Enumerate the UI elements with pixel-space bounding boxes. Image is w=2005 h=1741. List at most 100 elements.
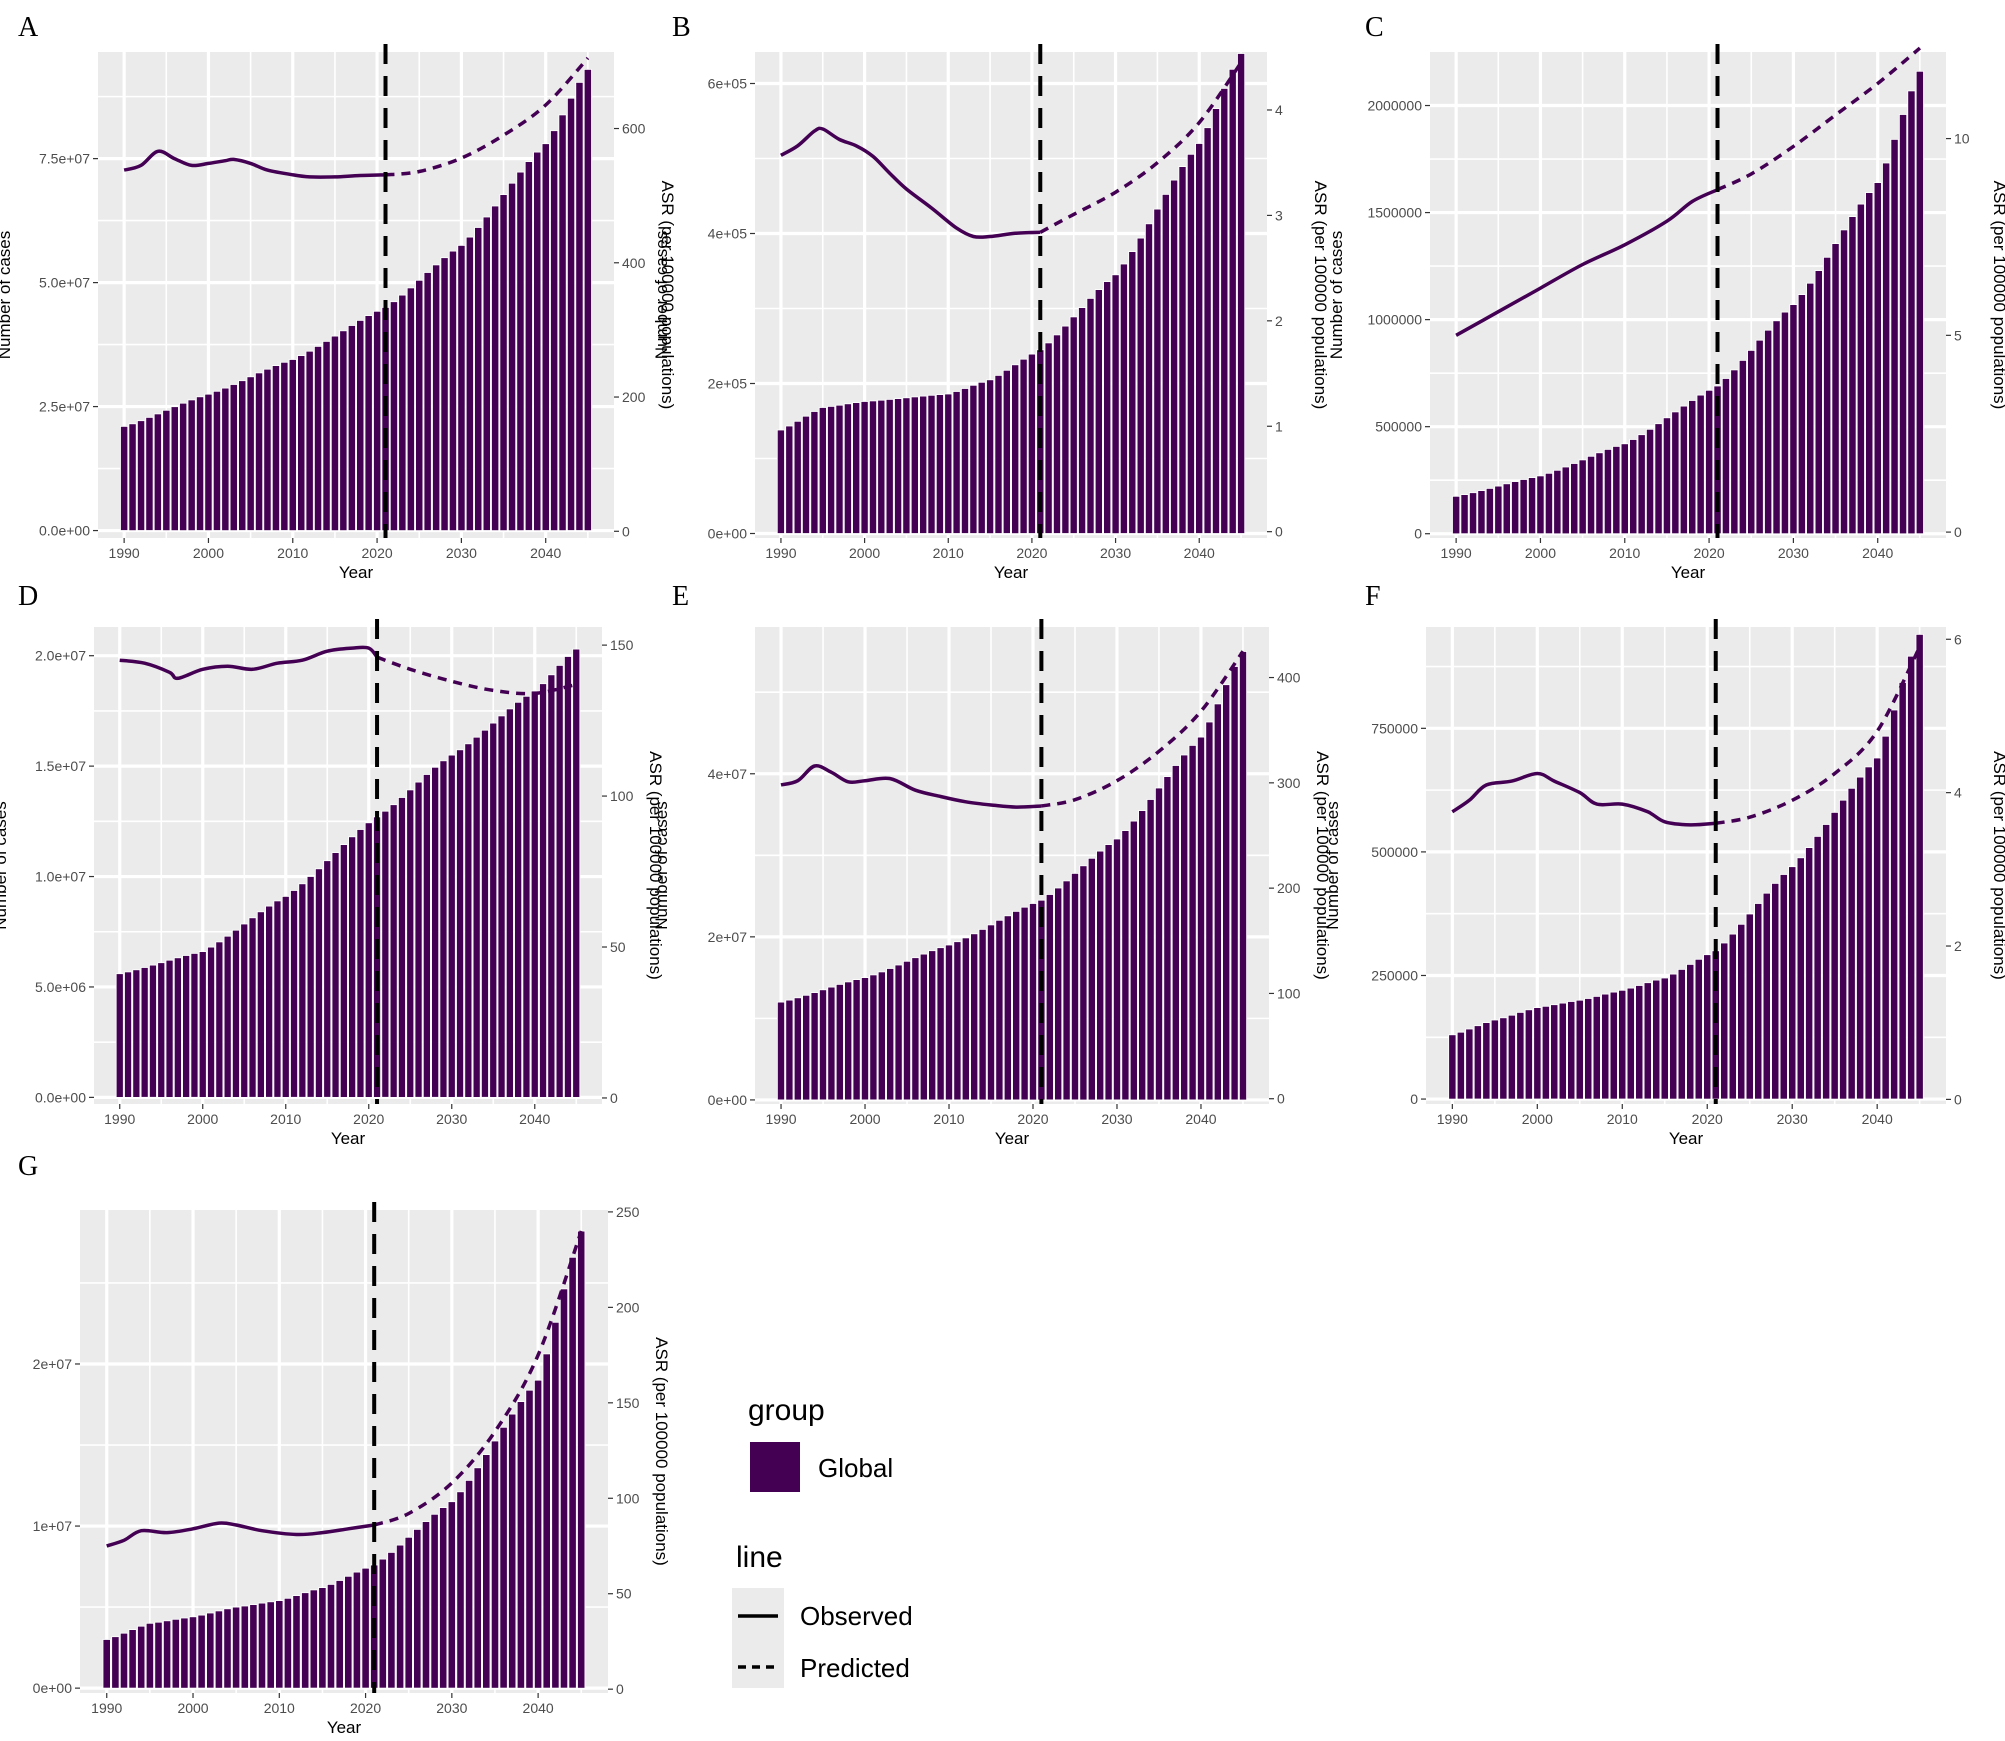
bar-a-2044: [575, 82, 584, 531]
bar-e-2040: [1197, 736, 1206, 1101]
bar-f-1993: [1473, 1025, 1482, 1100]
bar-e-2018: [1012, 911, 1021, 1101]
bar-f-2003: [1558, 1002, 1567, 1100]
bar-e-2015: [987, 924, 996, 1101]
y-axis-title-d: Number of cases: [0, 801, 10, 930]
bar-d-1990: [115, 973, 124, 1098]
y2-tick-label-b: 2: [1275, 313, 1283, 329]
bar-e-1990: [777, 1001, 786, 1101]
bar-b-1995: [818, 407, 827, 534]
x-tick-label-a: 2010: [277, 545, 308, 561]
bar-c-2033: [1814, 270, 1823, 535]
y2-tick-label-e: 300: [1277, 775, 1301, 791]
bar-g-2036: [499, 1426, 508, 1689]
bar-f-1994: [1482, 1022, 1491, 1100]
y-tick-label-d: 1.0e+07: [35, 869, 86, 885]
bar-e-2044: [1230, 666, 1239, 1101]
bar-d-2011: [290, 890, 298, 1098]
bar-g-2028: [430, 1513, 439, 1689]
bar-d-2040: [530, 690, 539, 1098]
bar-g-2005: [231, 1606, 241, 1689]
bar-a-2037: [516, 171, 525, 532]
y2-tick-label-b: 1: [1275, 418, 1283, 434]
bar-g-2027: [421, 1521, 431, 1689]
bar-g-2043: [559, 1288, 569, 1689]
bar-b-2010: [944, 393, 953, 534]
bar-g-2034: [482, 1454, 491, 1689]
legend: group Global line Observed Predicted: [732, 1394, 913, 1688]
x-tick-label-c: 2020: [1694, 545, 1725, 561]
bar-d-2022: [381, 810, 390, 1098]
bar-c-1993: [1477, 490, 1486, 535]
bar-a-2016: [339, 330, 348, 531]
bar-a-2012: [305, 350, 314, 531]
bar-a-2002: [221, 387, 230, 532]
bar-e-2020: [1029, 903, 1038, 1101]
bar-g-2017: [335, 1580, 344, 1689]
bar-b-2034: [1145, 223, 1154, 534]
bar-a-2015: [330, 335, 339, 532]
bar-d-2006: [248, 917, 257, 1098]
bar-g-2026: [413, 1529, 422, 1689]
bar-d-2035: [489, 722, 498, 1098]
asr-predicted-line-a: [385, 56, 590, 177]
bar-e-2006: [911, 957, 920, 1101]
bar-e-2019: [1020, 906, 1029, 1101]
bar-f-2008: [1601, 993, 1610, 1100]
asr-observed-line-g: [106, 1521, 375, 1548]
bar-f-2015: [1660, 977, 1669, 1100]
bar-c-2027: [1764, 329, 1773, 535]
y2-axis-title-g: ASR (per 100000 populations): [652, 1337, 671, 1566]
bar-g-2002: [206, 1612, 215, 1689]
y-axis-title-c: Number of cases: [1327, 231, 1346, 360]
bar-g-2030: [447, 1501, 456, 1689]
y-tick-label-e: 4e+07: [708, 766, 748, 782]
bar-d-2010: [281, 896, 290, 1098]
bar-b-1998: [843, 403, 852, 534]
bar-e-2013: [970, 933, 979, 1101]
bar-c-2040: [1873, 182, 1882, 535]
bar-b-2037: [1170, 179, 1179, 534]
bar-d-2026: [414, 781, 423, 1098]
bar-a-1992: [136, 420, 146, 531]
bar-d-1994: [148, 964, 157, 1098]
bar-f-2043: [1898, 682, 1907, 1100]
bar-g-2018: [344, 1575, 353, 1689]
bar-b-2012: [961, 388, 970, 534]
bar-b-2039: [1186, 153, 1195, 534]
bar-c-2031: [1797, 294, 1806, 535]
bar-g-2015: [318, 1587, 327, 1689]
bar-a-2005: [246, 376, 255, 531]
bar-a-2045: [583, 69, 592, 532]
y2-tick-label-g: 250: [616, 1204, 640, 1220]
x-tick-label-f: 2030: [1777, 1111, 1808, 1127]
bar-e-2037: [1171, 765, 1180, 1101]
bar-d-2018: [348, 836, 357, 1098]
y2-tick-label-c: 10: [1954, 131, 1970, 147]
panel-letter-f: F: [1365, 581, 1381, 612]
bar-c-2042: [1890, 138, 1899, 535]
bar-d-1992: [132, 969, 141, 1098]
bar-a-2029: [448, 250, 457, 532]
bar-g-2000: [188, 1616, 198, 1689]
bar-d-2044: [564, 656, 572, 1098]
bar-c-2022: [1721, 378, 1731, 535]
bar-a-2038: [524, 161, 533, 531]
bar-a-2033: [482, 216, 491, 531]
bar-a-2026: [423, 272, 432, 531]
bar-e-2007: [919, 953, 928, 1101]
x-tick-label-g: 2000: [177, 1700, 208, 1716]
y-tick-label-c: 0: [1414, 526, 1422, 542]
bar-c-1996: [1502, 483, 1511, 535]
bar-a-2014: [322, 340, 331, 531]
asr-predicted-line-c: [1716, 46, 1922, 192]
bar-b-2026: [1078, 307, 1087, 534]
bar-e-2045: [1239, 651, 1248, 1101]
y2-tick-label-e: 400: [1277, 670, 1301, 686]
bar-c-2009: [1612, 445, 1621, 535]
bar-f-1997: [1507, 1014, 1516, 1100]
bar-b-2024: [1061, 325, 1070, 534]
bar-e-2043: [1222, 684, 1231, 1101]
y-axis-title-f: Number of cases: [1323, 801, 1342, 930]
y-tick-label-c: 1500000: [1367, 205, 1422, 221]
